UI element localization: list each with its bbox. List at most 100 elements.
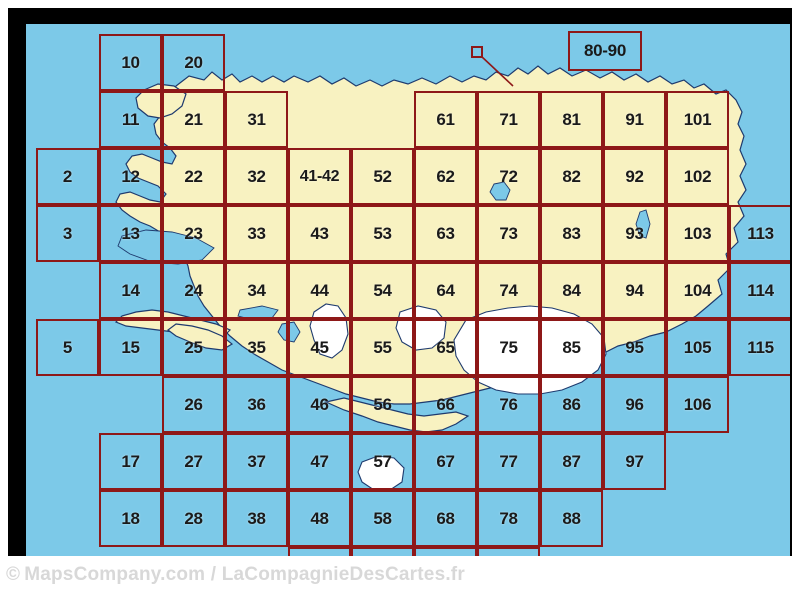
grid-cell-36[interactable]: 36	[225, 376, 288, 433]
grid-cell-label: 18	[121, 509, 140, 528]
grid-cell-114[interactable]: 114	[729, 262, 790, 319]
grid-cell-12[interactable]: 12	[99, 148, 162, 205]
grid-cell-68[interactable]: 68	[414, 490, 477, 547]
grid-cell-69[interactable]: 69	[414, 547, 477, 556]
grid-cell-77[interactable]: 77	[477, 433, 540, 490]
grid-cell-115[interactable]: 115	[729, 319, 790, 376]
grid-cell-85[interactable]: 85	[540, 319, 603, 376]
inset-box-label: 80-90	[584, 41, 626, 60]
grid-cell-2[interactable]: 2	[36, 148, 99, 205]
grid-cell-22[interactable]: 22	[162, 148, 225, 205]
grid-cell-34[interactable]: 34	[225, 262, 288, 319]
grid-cell-20[interactable]: 20	[162, 34, 225, 91]
map-canvas[interactable]: 10 20 11 21 31 61 71 81 91 101 2 12 22 32 41-42 52 62 72 8…	[26, 24, 790, 556]
grid-cell-43[interactable]: 43	[288, 205, 351, 262]
grid-cell-53[interactable]: 53	[351, 205, 414, 262]
grid-cell-47[interactable]: 47	[288, 433, 351, 490]
grid-cell-84[interactable]: 84	[540, 262, 603, 319]
grid-cell-52[interactable]: 52	[351, 148, 414, 205]
grid-cell-67[interactable]: 67	[414, 433, 477, 490]
grid-cell-label: 24	[184, 281, 203, 300]
grid-cell-102[interactable]: 102	[666, 148, 729, 205]
grid-cell-24[interactable]: 24	[162, 262, 225, 319]
sheet-index-grid: 10 20 11 21 31 61 71 81 91 101 2 12 22 32 41-42 52 62 72 8…	[26, 24, 790, 556]
grid-cell-10[interactable]: 10	[99, 34, 162, 91]
grid-cell-14[interactable]: 14	[99, 262, 162, 319]
grid-cell-26[interactable]: 26	[162, 376, 225, 433]
grid-cell-46[interactable]: 46	[288, 376, 351, 433]
inset-marker-square[interactable]	[471, 46, 483, 58]
grid-cell-44[interactable]: 44	[288, 262, 351, 319]
grid-cell-94[interactable]: 94	[603, 262, 666, 319]
grid-cell-105[interactable]: 105	[666, 319, 729, 376]
grid-cell-35[interactable]: 35	[225, 319, 288, 376]
grid-cell-45[interactable]: 45	[288, 319, 351, 376]
grid-cell-81[interactable]: 81	[540, 91, 603, 148]
grid-cell-62[interactable]: 62	[414, 148, 477, 205]
grid-cell-64[interactable]: 64	[414, 262, 477, 319]
grid-cell-13[interactable]: 13	[99, 205, 162, 262]
grid-cell-37[interactable]: 37	[225, 433, 288, 490]
grid-cell-31[interactable]: 31	[225, 91, 288, 148]
grid-cell-17[interactable]: 17	[99, 433, 162, 490]
grid-cell-65[interactable]: 65	[414, 319, 477, 376]
grid-cell-label: 27	[184, 452, 203, 471]
grid-cell-78[interactable]: 78	[477, 490, 540, 547]
grid-cell-48[interactable]: 48	[288, 490, 351, 547]
grid-cell-75[interactable]: 75	[477, 319, 540, 376]
grid-cell-21[interactable]: 21	[162, 91, 225, 148]
grid-cell-92[interactable]: 92	[603, 148, 666, 205]
grid-cell-28[interactable]: 28	[162, 490, 225, 547]
grid-cell-106[interactable]: 106	[666, 376, 729, 433]
grid-cell-79[interactable]: 79	[477, 547, 540, 556]
grid-cell-96[interactable]: 96	[603, 376, 666, 433]
grid-cell-72[interactable]: 72	[477, 148, 540, 205]
grid-cell-58[interactable]: 58	[351, 490, 414, 547]
grid-cell-113[interactable]: 113	[729, 205, 790, 262]
grid-cell-54[interactable]: 54	[351, 262, 414, 319]
grid-cell-label: 5	[62, 338, 73, 357]
grid-cell-32[interactable]: 32	[225, 148, 288, 205]
grid-cell-97[interactable]: 97	[603, 433, 666, 490]
grid-cell-59[interactable]: 59	[351, 547, 414, 556]
grid-cell-56[interactable]: 56	[351, 376, 414, 433]
grid-cell-76[interactable]: 76	[477, 376, 540, 433]
grid-cell-86[interactable]: 86	[540, 376, 603, 433]
grid-cell-61[interactable]: 61	[414, 91, 477, 148]
grid-cell-83[interactable]: 83	[540, 205, 603, 262]
grid-cell-38[interactable]: 38	[225, 490, 288, 547]
grid-cell-87[interactable]: 87	[540, 433, 603, 490]
grid-cell-101[interactable]: 101	[666, 91, 729, 148]
grid-cell-74[interactable]: 74	[477, 262, 540, 319]
grid-cell-label: 91	[625, 110, 644, 129]
grid-cell-33[interactable]: 33	[225, 205, 288, 262]
grid-cell-93[interactable]: 93	[603, 205, 666, 262]
inset-box-80-90[interactable]: 80-90	[568, 31, 642, 71]
grid-cell-88[interactable]: 88	[540, 490, 603, 547]
grid-cell-103[interactable]: 103	[666, 205, 729, 262]
grid-cell-95[interactable]: 95	[603, 319, 666, 376]
grid-cell-18[interactable]: 18	[99, 490, 162, 547]
grid-cell-label: 11	[121, 110, 140, 129]
grid-cell-label: 35	[247, 338, 266, 357]
grid-cell-label: 52	[373, 167, 392, 186]
grid-cell-104[interactable]: 104	[666, 262, 729, 319]
grid-cell-5[interactable]: 5	[36, 319, 99, 376]
grid-cell-11[interactable]: 11	[99, 91, 162, 148]
grid-cell-55[interactable]: 55	[351, 319, 414, 376]
grid-cell-27[interactable]: 27	[162, 433, 225, 490]
grid-cell-71[interactable]: 71	[477, 91, 540, 148]
grid-cell-73[interactable]: 73	[477, 205, 540, 262]
grid-cell-91[interactable]: 91	[603, 91, 666, 148]
grid-cell-3[interactable]: 3	[36, 205, 99, 262]
grid-cell-82[interactable]: 82	[540, 148, 603, 205]
grid-cell-15[interactable]: 15	[99, 319, 162, 376]
grid-cell-25[interactable]: 25	[162, 319, 225, 376]
grid-cell-49[interactable]: 49	[288, 547, 351, 556]
grid-cell-63[interactable]: 63	[414, 205, 477, 262]
grid-cell-23[interactable]: 23	[162, 205, 225, 262]
grid-cell-66[interactable]: 66	[414, 376, 477, 433]
grid-cell-57[interactable]: 57	[351, 433, 414, 490]
landmass-south-tail	[324, 397, 470, 433]
grid-cell-41-42[interactable]: 41-42	[288, 148, 351, 205]
